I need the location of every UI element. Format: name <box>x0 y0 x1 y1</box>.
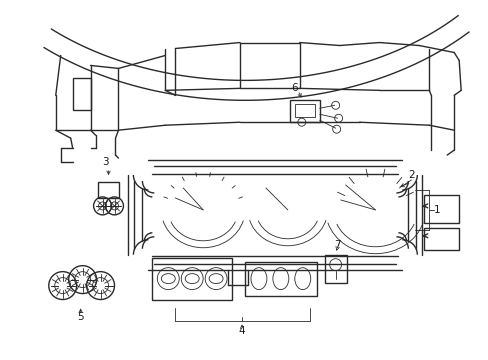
Text: 2: 2 <box>407 170 414 180</box>
Bar <box>73 78 90 110</box>
Bar <box>324 255 346 283</box>
Bar <box>424 228 458 250</box>
Text: 4: 4 <box>238 327 245 336</box>
Text: 6: 6 <box>291 84 298 93</box>
Bar <box>294 104 314 117</box>
Text: 3: 3 <box>102 157 109 167</box>
Bar <box>152 258 232 300</box>
Text: 1: 1 <box>433 205 440 215</box>
Text: 5: 5 <box>77 312 84 323</box>
Bar <box>98 182 119 198</box>
Bar <box>289 100 319 122</box>
Text: 7: 7 <box>334 240 340 250</box>
Bar <box>244 262 316 296</box>
Bar <box>424 195 458 223</box>
